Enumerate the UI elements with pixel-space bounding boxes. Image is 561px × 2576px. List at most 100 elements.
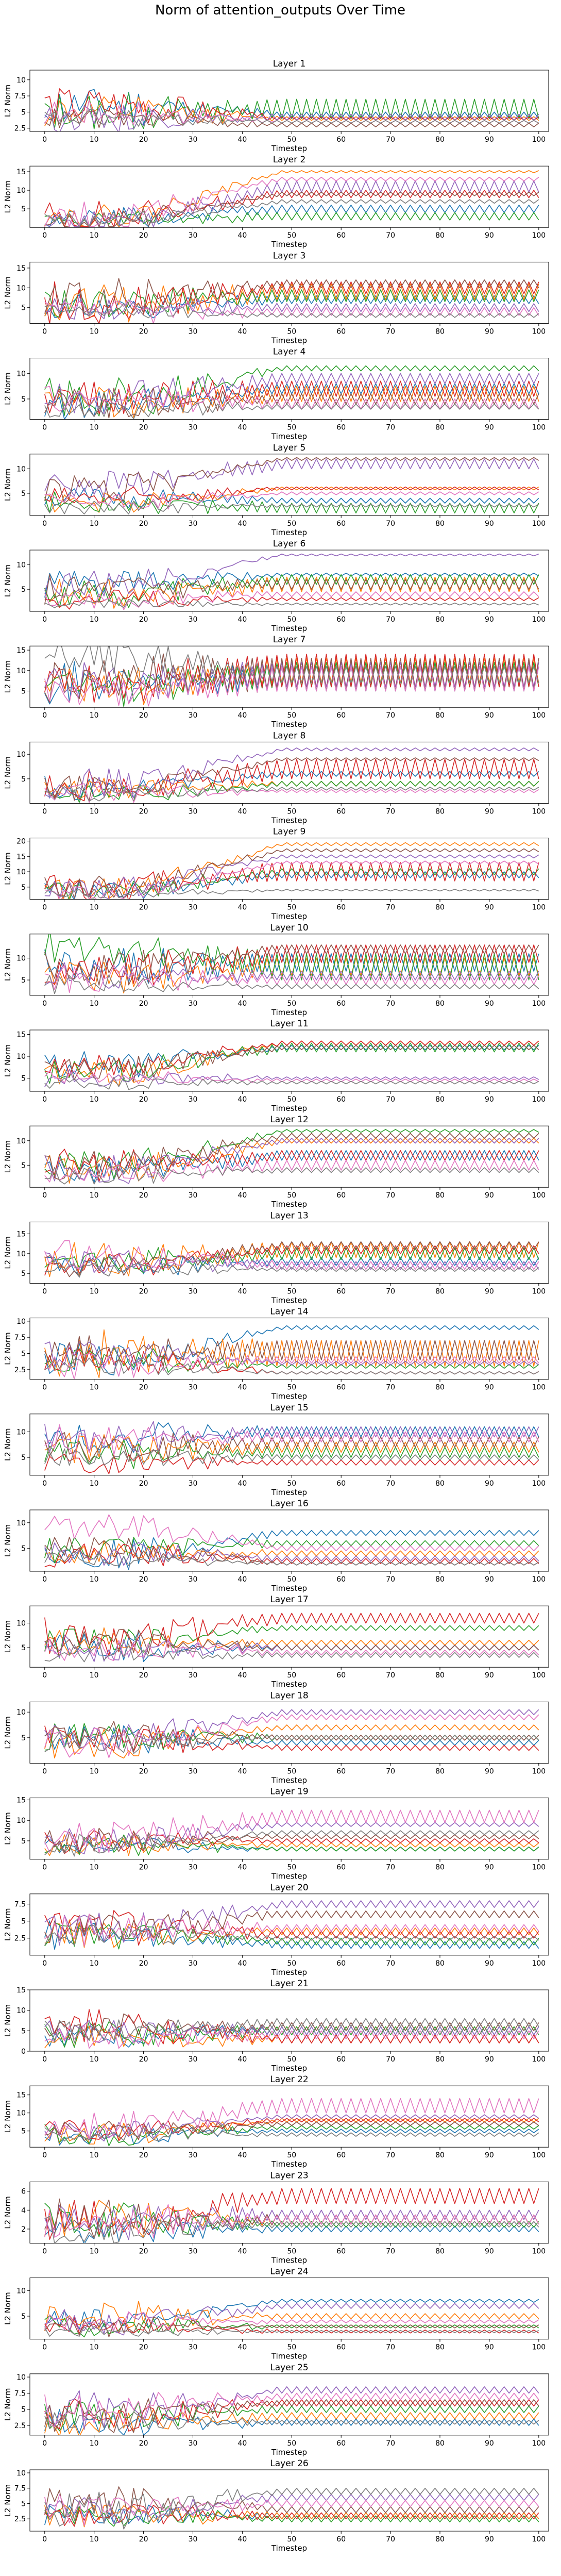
x-tick-label: 70 xyxy=(386,424,395,432)
y-tick-label: 5 xyxy=(21,108,26,117)
y-axis-label: L2 Norm xyxy=(3,2484,12,2517)
axes-frame xyxy=(29,358,549,420)
x-tick-label: 0 xyxy=(42,1767,47,1775)
series-line xyxy=(44,177,539,227)
x-tick-label: 50 xyxy=(287,1671,296,1680)
x-tick-label: 30 xyxy=(189,327,198,336)
y-tick-label: 2.5 xyxy=(14,125,26,133)
x-tick-label: 0 xyxy=(42,2247,47,2255)
y-tick-label: 5 xyxy=(21,586,26,594)
axes-frame xyxy=(29,165,549,228)
x-tick-label: 0 xyxy=(42,904,47,912)
y-tick-label: 10 xyxy=(16,561,26,570)
x-tick-label: 40 xyxy=(237,1959,247,1968)
y-tick-label: 5 xyxy=(21,884,26,892)
series-line xyxy=(44,1439,539,1469)
x-tick-label: 50 xyxy=(287,1095,296,1104)
series-line xyxy=(44,1149,539,1182)
y-tick-label: 10 xyxy=(16,1708,26,1717)
axes-frame xyxy=(29,2085,549,2148)
series-line xyxy=(44,170,539,227)
x-tick-label: 10 xyxy=(90,2439,99,2448)
x-tick-label: 40 xyxy=(237,2344,247,2352)
y-tick-label: 10 xyxy=(16,187,26,195)
x-tick-label: 20 xyxy=(139,711,148,720)
x-tick-label: 50 xyxy=(287,2344,296,2352)
x-tick-label: 70 xyxy=(386,1287,395,1295)
x-tick-label: 20 xyxy=(139,1864,148,1872)
series-line xyxy=(44,488,539,508)
axes-frame xyxy=(29,454,549,516)
x-tick-label: 50 xyxy=(287,2535,296,2544)
x-tick-label: 80 xyxy=(435,424,445,432)
series-line xyxy=(44,191,539,227)
series-group xyxy=(44,2386,539,2435)
x-tick-label: 0 xyxy=(42,2055,47,2064)
y-axis-label: L2 Norm xyxy=(3,1140,12,1173)
series-line xyxy=(44,1725,539,1753)
x-tick-label: 80 xyxy=(435,1287,445,1295)
series-line xyxy=(44,457,539,504)
y-axis-label: L2 Norm xyxy=(3,1044,12,1077)
y-tick-label: 5 xyxy=(21,1270,26,1278)
x-tick-label: 10 xyxy=(90,1671,99,1680)
series-line xyxy=(44,105,539,131)
x-tick-label: 80 xyxy=(435,520,445,528)
x-tick-label: 70 xyxy=(386,231,395,240)
series-line xyxy=(44,1165,539,1185)
y-tick-label: 7.5 xyxy=(14,2389,26,2398)
series-line xyxy=(44,1150,539,1183)
y-tick-label: 5 xyxy=(21,1161,26,1170)
series-line xyxy=(44,862,539,900)
x-tick-label: 30 xyxy=(189,1384,198,1392)
series-group xyxy=(44,1900,539,1950)
y-axis-label: L2 Norm xyxy=(3,1908,12,1941)
x-tick-label: 10 xyxy=(90,1287,99,1295)
x-tick-label: 80 xyxy=(435,1767,445,1775)
x-tick-label: 50 xyxy=(287,616,296,624)
x-tick-label: 0 xyxy=(42,327,47,336)
x-tick-label: 40 xyxy=(237,1767,247,1775)
subplot-title: Layer 1 xyxy=(273,59,306,69)
x-tick-label: 100 xyxy=(532,2151,546,2159)
x-tick-label: 100 xyxy=(532,2439,546,2448)
x-tick-label: 100 xyxy=(532,1767,546,1775)
series-line xyxy=(44,2301,539,2331)
series-group xyxy=(44,2299,539,2338)
series-line xyxy=(44,2013,539,2041)
subplot-title: Layer 3 xyxy=(273,251,306,261)
y-tick-label: 7.5 xyxy=(14,1334,26,1342)
y-axis-label: L2 Norm xyxy=(3,756,12,789)
x-tick-label: 60 xyxy=(336,2055,346,2064)
x-tick-label: 60 xyxy=(336,1959,346,1968)
y-tick-label: 10 xyxy=(16,284,26,292)
series-line xyxy=(44,1040,539,1076)
y-tick-label: 2.5 xyxy=(14,1935,26,1943)
series-group xyxy=(44,747,539,803)
y-tick-label: 5 xyxy=(21,1544,26,1553)
x-tick-label: 30 xyxy=(189,520,198,528)
y-axis-label: L2 Norm xyxy=(3,660,12,693)
x-tick-label: 80 xyxy=(435,1384,445,1392)
subplot-layer-9: Layer 9 5 10 15 20 0 10 20 30 40 50 60 70 80 90 100 Time… xyxy=(3,827,549,921)
x-tick-label: 70 xyxy=(386,2535,395,2544)
x-tick-label: 0 xyxy=(42,1191,47,1200)
axes-frame xyxy=(29,645,549,708)
series-line xyxy=(44,1329,539,1378)
y-tick-label: 2.5 xyxy=(14,1366,26,1374)
axes-frame xyxy=(29,2181,549,2243)
x-tick-label: 50 xyxy=(287,1000,296,1008)
y-axis-label: L2 Norm xyxy=(3,1524,12,1557)
x-tick-label: 80 xyxy=(435,904,445,912)
axes-frame xyxy=(29,1029,549,1092)
series-line xyxy=(44,373,539,414)
x-tick-label: 40 xyxy=(237,2535,247,2544)
series-line xyxy=(44,92,539,130)
axes-frame xyxy=(29,2469,549,2532)
x-tick-label: 80 xyxy=(435,2439,445,2448)
series-line xyxy=(44,1543,539,1568)
x-tick-label: 60 xyxy=(336,231,346,240)
series-line xyxy=(44,1250,539,1274)
axes-frame xyxy=(29,1701,549,1764)
